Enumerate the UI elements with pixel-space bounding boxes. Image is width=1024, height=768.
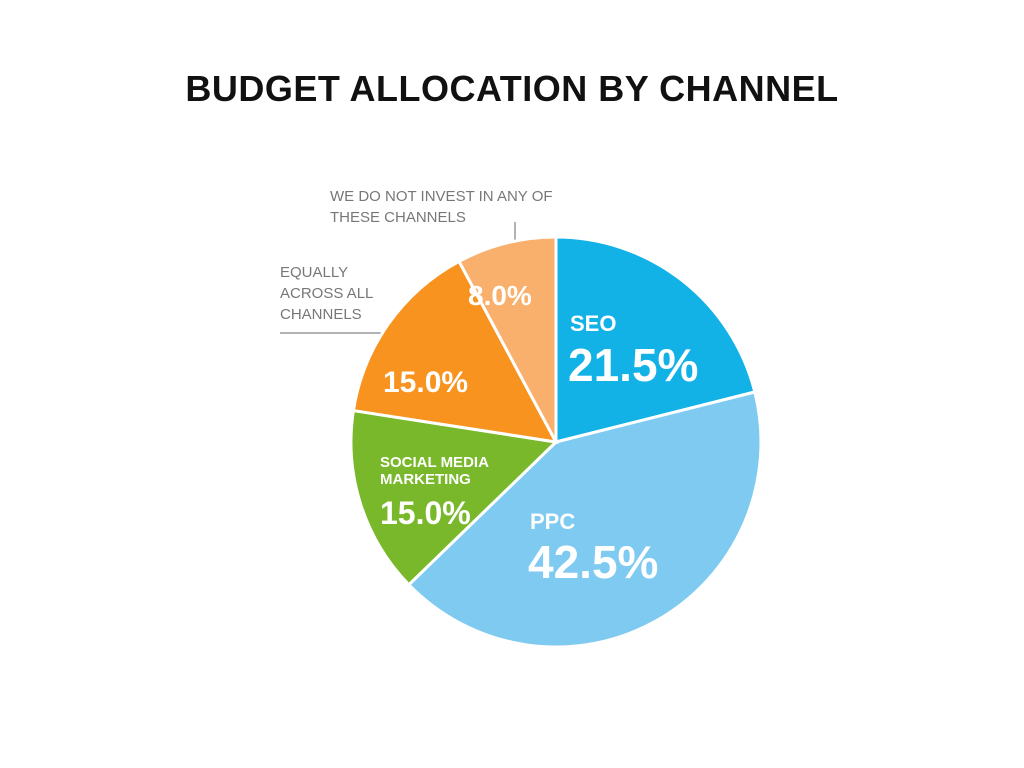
value-label: 15.0%	[380, 495, 471, 531]
slice-name: SEO	[570, 311, 617, 336]
value-label: 15.0%	[383, 366, 469, 399]
slice-name: PPC	[530, 509, 576, 534]
pie-slice	[351, 259, 559, 444]
slice-annotation: EQUALLY ACROSS ALL CHANNELS	[280, 264, 373, 323]
slice-name: SOCIAL MEDIA MARKETING	[380, 454, 489, 488]
value-label: 42.5%	[528, 536, 659, 588]
pie-slice	[349, 408, 560, 587]
pie-slice	[554, 235, 757, 444]
slice-annotation: WE DO NOT INVEST IN ANY OF THESE CHANNEL…	[330, 188, 553, 226]
chart-title: BUDGET ALLOCATION BY CHANNEL	[185, 68, 839, 109]
value-label: 21.5%	[568, 339, 699, 391]
pie-slice	[406, 390, 763, 649]
pie-slice	[456, 235, 558, 443]
value-label: 8.0%	[468, 280, 532, 311]
